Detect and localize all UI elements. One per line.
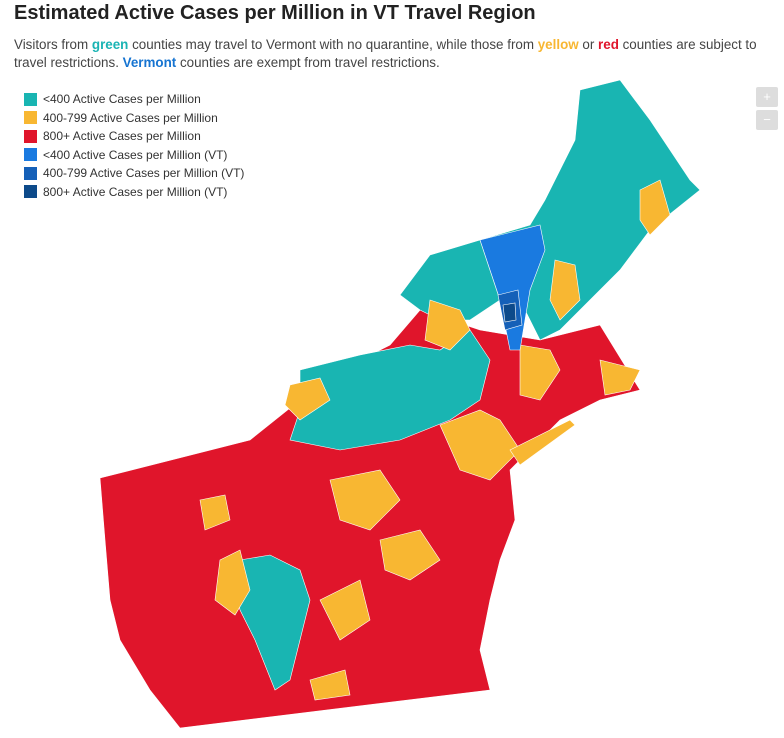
legend-item: 800+ Active Cases per Million (VT): [24, 183, 244, 202]
region: [319, 579, 371, 641]
text: Visitors from: [14, 37, 92, 52]
highlight: red: [598, 37, 619, 52]
legend-swatch: [24, 129, 37, 143]
highlight: Vermont: [122, 55, 177, 70]
legend-label: 800+ Active Cases per Million (VT): [43, 184, 228, 199]
text: or: [578, 37, 599, 52]
title: Estimated Active Cases per Million in VT…: [14, 2, 536, 24]
legend: <400 Active Cases per Million 400-799 Act…: [24, 90, 244, 201]
legend-swatch: [24, 111, 37, 125]
legend-label: 400-799 Active Cases per Million: [43, 110, 218, 125]
text: counties are exempt from travel restrict…: [176, 55, 440, 70]
region: [289, 329, 491, 451]
region: [509, 419, 576, 466]
text: counties may travel to Vermont with no q…: [128, 37, 538, 52]
region: [549, 259, 581, 321]
region: [379, 529, 441, 581]
region: [309, 669, 351, 701]
legend-label: 400-799 Active Cases per Million (VT): [43, 166, 245, 181]
legend-label: 800+ Active Cases per Million: [43, 129, 201, 144]
legend-item: <400 Active Cases per Million (VT): [24, 146, 244, 165]
legend-item: 400-799 Active Cases per Million: [24, 109, 244, 128]
legend-item: <400 Active Cases per Million: [24, 90, 244, 109]
region: [214, 549, 251, 616]
region: [424, 299, 471, 351]
text: counties are subject to travel restricti…: [14, 37, 757, 70]
subtitle: Visitors from green counties may travel …: [14, 36, 779, 72]
legend-swatch: [24, 166, 37, 180]
region: [199, 494, 231, 531]
highlight: yellow: [537, 37, 579, 52]
legend-swatch: [24, 148, 37, 162]
legend-item: 400-799 Active Cases per Million (VT): [24, 164, 244, 183]
legend-label: <400 Active Cases per Million (VT): [43, 147, 228, 162]
legend-item: 800+ Active Cases per Million: [24, 127, 244, 146]
legend-swatch: [24, 185, 37, 199]
region: [502, 302, 517, 323]
region: [639, 179, 671, 236]
region: [284, 377, 331, 421]
legend-swatch: [24, 92, 37, 106]
region: [519, 344, 561, 401]
region: [479, 224, 546, 351]
zoom-in[interactable]: +: [756, 87, 778, 107]
region: [329, 469, 401, 531]
region: [599, 359, 641, 396]
legend-label: <400 Active Cases per Million: [43, 92, 201, 107]
highlight: green: [91, 37, 129, 52]
zoom-out[interactable]: −: [756, 110, 778, 130]
